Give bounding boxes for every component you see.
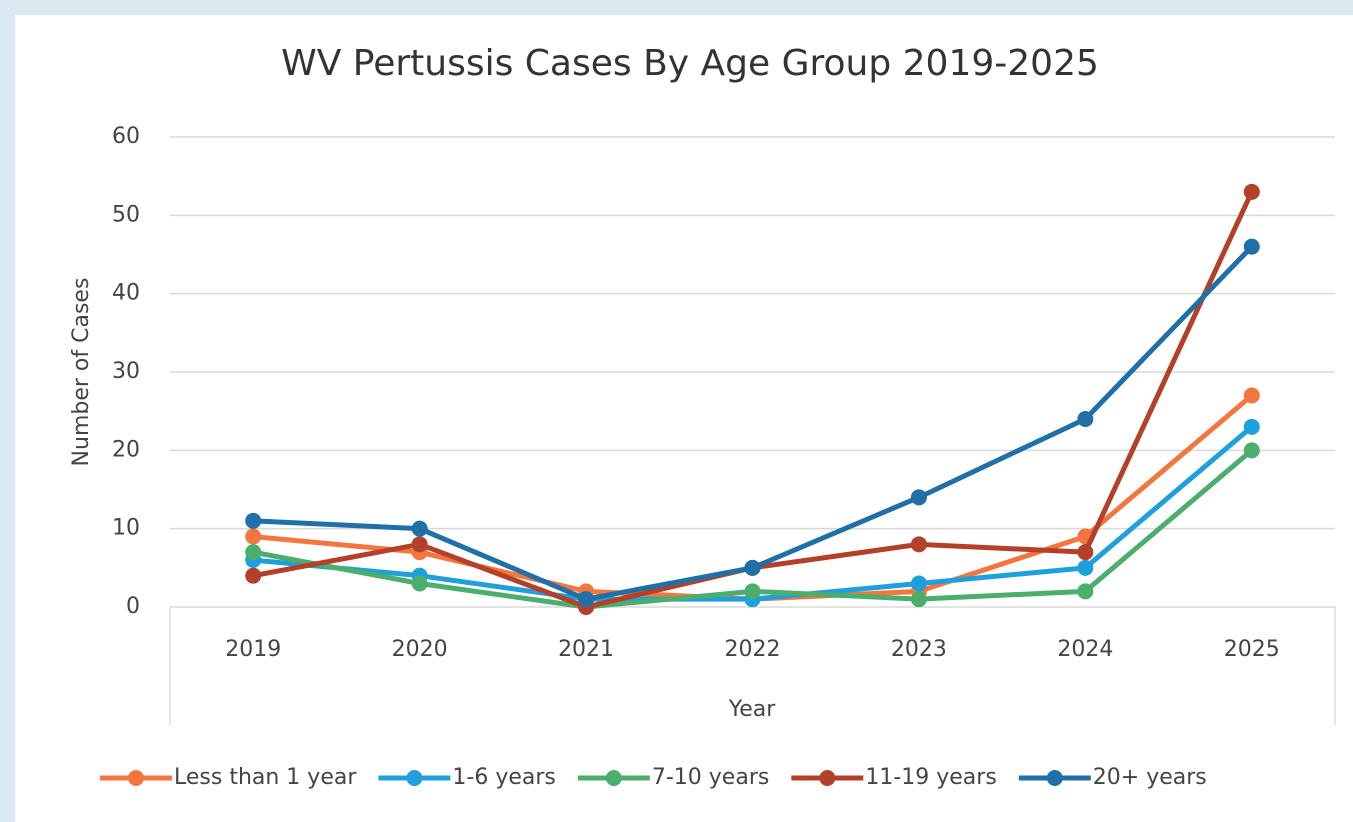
- y-tick-label: 60: [112, 124, 140, 149]
- point: [411, 575, 428, 592]
- y-tick-label: 10: [112, 516, 140, 541]
- x-tick-label: 2021: [558, 637, 614, 662]
- point: [245, 544, 262, 561]
- point: [1243, 442, 1260, 459]
- point: [744, 583, 761, 600]
- legend-label: 11-19 years: [865, 765, 996, 790]
- legend-marker: [128, 770, 144, 786]
- y-tick-label: 50: [112, 202, 140, 227]
- x-tick-label: 2023: [891, 637, 947, 662]
- legend-marker: [605, 770, 622, 786]
- point: [910, 536, 927, 553]
- point: [1243, 418, 1260, 435]
- legend-label: 20+ years: [1093, 765, 1207, 790]
- point: [245, 567, 262, 584]
- x-tick-label: 2022: [725, 637, 781, 662]
- point: [1243, 387, 1260, 404]
- point: [910, 591, 927, 608]
- point: [1077, 583, 1094, 600]
- x-axis-title: Year: [728, 697, 777, 722]
- point: [411, 520, 428, 537]
- point: [1243, 183, 1260, 200]
- legend-marker: [1046, 770, 1063, 786]
- x-tick-label: 2020: [392, 637, 448, 662]
- y-tick-label: 30: [112, 359, 140, 384]
- point: [1077, 411, 1094, 427]
- point: [910, 575, 927, 592]
- point: [245, 512, 262, 529]
- point: [910, 489, 927, 506]
- legend-label: 1-6 years: [452, 765, 555, 790]
- legend-label: Less than 1 year: [174, 765, 357, 790]
- x-tick-label: 2024: [1057, 637, 1113, 662]
- point: [245, 528, 262, 545]
- point: [578, 591, 595, 608]
- point: [1077, 544, 1094, 561]
- chart-panel: [15, 15, 1353, 822]
- point: [744, 559, 761, 576]
- point: [411, 536, 428, 553]
- point: [1243, 238, 1260, 255]
- point: [1077, 559, 1094, 576]
- y-tick-label: 0: [126, 594, 140, 619]
- legend-marker: [819, 770, 836, 786]
- y-tick-label: 20: [112, 437, 140, 462]
- y-axis-title: Number of Cases: [69, 278, 94, 467]
- x-tick-label: 2025: [1224, 637, 1280, 662]
- legend-label: 7-10 years: [652, 765, 769, 790]
- y-tick-label: 40: [112, 281, 140, 306]
- chart-title: WV Pertussis Cases By Age Group 2019-202…: [281, 43, 1099, 84]
- x-tick-label: 2019: [225, 637, 281, 662]
- legend-marker: [406, 770, 423, 786]
